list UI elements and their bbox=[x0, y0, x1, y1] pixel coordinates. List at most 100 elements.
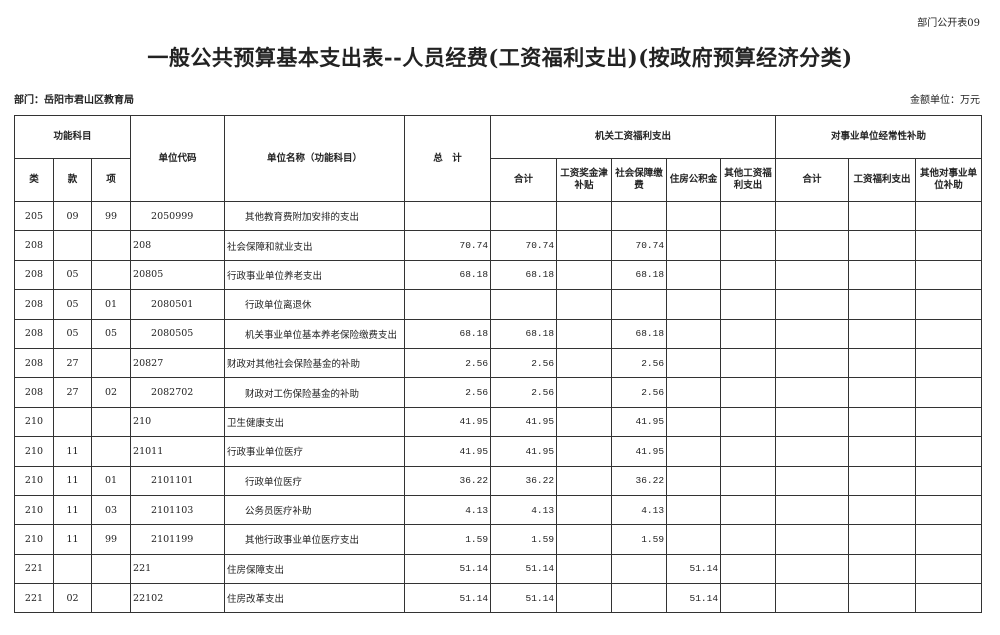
cell-name: 其他教育费附加安排的支出 bbox=[224, 200, 406, 232]
cell-name: 卫生健康支出 bbox=[224, 406, 406, 438]
cell-empty bbox=[848, 347, 917, 379]
cell-empty bbox=[848, 494, 917, 526]
cell-empty bbox=[720, 318, 777, 349]
header-unit-name: 单位名称（功能科目） bbox=[224, 115, 406, 202]
cell-code: 2080501 bbox=[130, 289, 226, 320]
cell-lei: 208 bbox=[14, 377, 54, 408]
cell-name: 财政对工伤保险基金的补助 bbox=[224, 377, 406, 408]
table-row: 208 27 20827 财政对其他社会保险基金的补助 2.56 2.56 2.56 bbox=[14, 347, 983, 379]
cell-jg-sum: 51.14 bbox=[490, 583, 558, 614]
cell-xiang: 01 bbox=[90, 465, 132, 496]
cell-jg-housing bbox=[666, 318, 722, 349]
cell-empty bbox=[556, 436, 613, 467]
cell-jg-social: 2.56 bbox=[611, 347, 668, 379]
cell-empty bbox=[915, 436, 983, 467]
cell-empty bbox=[775, 553, 850, 585]
cell-xiang bbox=[90, 406, 132, 438]
cell-total: 41.95 bbox=[404, 436, 492, 467]
cell-empty bbox=[720, 200, 777, 232]
header-jg-sum: 合计 bbox=[490, 158, 558, 202]
cell-empty bbox=[556, 524, 613, 555]
cell-jg-housing: 51.14 bbox=[666, 583, 722, 614]
cell-name: 住房改革支出 bbox=[224, 583, 406, 614]
cell-jg-social: 68.18 bbox=[611, 318, 668, 349]
cell-code: 208 bbox=[130, 230, 226, 261]
cell-name: 公务员医疗补助 bbox=[224, 494, 406, 526]
cell-empty bbox=[556, 318, 613, 349]
cell-name: 行政单位医疗 bbox=[224, 465, 406, 496]
cell-empty bbox=[556, 465, 613, 496]
cell-jg-social bbox=[611, 553, 668, 585]
cell-lei: 208 bbox=[14, 318, 54, 349]
cell-jg-sum: 2.56 bbox=[490, 377, 558, 408]
cell-kuan: 27 bbox=[53, 377, 92, 408]
cell-jg-social bbox=[611, 583, 668, 614]
header-lei: 类 bbox=[14, 158, 54, 202]
cell-empty bbox=[848, 406, 917, 438]
cell-kuan: 11 bbox=[53, 436, 92, 467]
department-label: 部门：岳阳市君山区教育局 bbox=[14, 95, 134, 106]
cell-empty bbox=[848, 436, 917, 467]
cell-code: 2101101 bbox=[130, 465, 226, 496]
cell-empty bbox=[775, 289, 850, 320]
cell-empty bbox=[848, 289, 917, 320]
header-jg-housing: 住房公积金 bbox=[666, 158, 722, 202]
cell-empty bbox=[556, 230, 613, 261]
cell-kuan bbox=[53, 406, 92, 438]
header-function-subject: 功能科目 bbox=[13, 115, 132, 159]
cell-kuan: 11 bbox=[53, 465, 92, 496]
cell-jg-housing bbox=[666, 436, 722, 467]
cell-jg-sum: 41.95 bbox=[490, 406, 558, 438]
header-jg-other: 其他工资福利支出 bbox=[720, 158, 777, 202]
cell-empty bbox=[848, 524, 917, 555]
cell-empty bbox=[848, 583, 917, 614]
cell-jg-social: 2.56 bbox=[611, 377, 668, 408]
cell-jg-sum: 68.18 bbox=[490, 259, 558, 291]
cell-total: 51.14 bbox=[404, 553, 492, 585]
table-row: 208 208 社会保障和就业支出 70.74 70.74 70.74 bbox=[14, 230, 983, 261]
cell-empty bbox=[556, 494, 613, 526]
cell-empty bbox=[775, 465, 850, 496]
table-row: 208 05 20805 行政事业单位养老支出 68.18 68.18 68.18 bbox=[14, 259, 983, 291]
cell-jg-housing: 51.14 bbox=[666, 553, 722, 585]
cell-jg-housing bbox=[666, 289, 722, 320]
cell-jg-housing bbox=[666, 524, 722, 555]
cell-kuan: 05 bbox=[53, 289, 92, 320]
cell-name: 行政事业单位医疗 bbox=[224, 436, 406, 467]
cell-jg-sum: 36.22 bbox=[490, 465, 558, 496]
table-row: 205 09 99 2050999 其他教育费附加安排的支出 bbox=[14, 200, 983, 232]
cell-jg-housing bbox=[666, 406, 722, 438]
table-row: 208 05 05 2080505 机关事业单位基本养老保险缴费支出 68.18 68.18… bbox=[14, 318, 983, 349]
cell-empty bbox=[720, 406, 777, 438]
cell-jg-housing bbox=[666, 259, 722, 291]
table-row: 221 02 22102 住房改革支出 51.14 51.14 51.14 bbox=[14, 583, 983, 614]
header-agency-wages: 机关工资福利支出 bbox=[490, 115, 777, 159]
cell-xiang: 03 bbox=[90, 494, 132, 526]
cell-empty bbox=[556, 406, 613, 438]
cell-xiang: 99 bbox=[90, 524, 132, 555]
cell-empty bbox=[848, 465, 917, 496]
cell-total: 70.74 bbox=[404, 230, 492, 261]
cell-jg-housing bbox=[666, 200, 722, 232]
cell-empty bbox=[915, 259, 983, 291]
cell-empty bbox=[720, 494, 777, 526]
cell-kuan: 05 bbox=[53, 259, 92, 291]
cell-total: 2.56 bbox=[404, 347, 492, 379]
cell-empty bbox=[720, 377, 777, 408]
cell-empty bbox=[915, 553, 983, 585]
cell-total: 1.59 bbox=[404, 524, 492, 555]
cell-jg-social: 70.74 bbox=[611, 230, 668, 261]
cell-empty bbox=[720, 347, 777, 379]
cell-code: 22102 bbox=[130, 583, 226, 614]
cell-empty bbox=[720, 583, 777, 614]
cell-jg-sum bbox=[490, 289, 558, 320]
cell-empty bbox=[915, 347, 983, 379]
table-row: 210 11 01 2101101 行政单位医疗 36.22 36.22 36.22 bbox=[14, 465, 983, 496]
cell-jg-sum: 68.18 bbox=[490, 318, 558, 349]
cell-empty bbox=[775, 318, 850, 349]
cell-kuan bbox=[53, 230, 92, 261]
cell-total: 4.13 bbox=[404, 494, 492, 526]
cell-code: 20805 bbox=[130, 259, 226, 291]
cell-code: 210 bbox=[130, 406, 226, 438]
cell-jg-sum: 4.13 bbox=[490, 494, 558, 526]
